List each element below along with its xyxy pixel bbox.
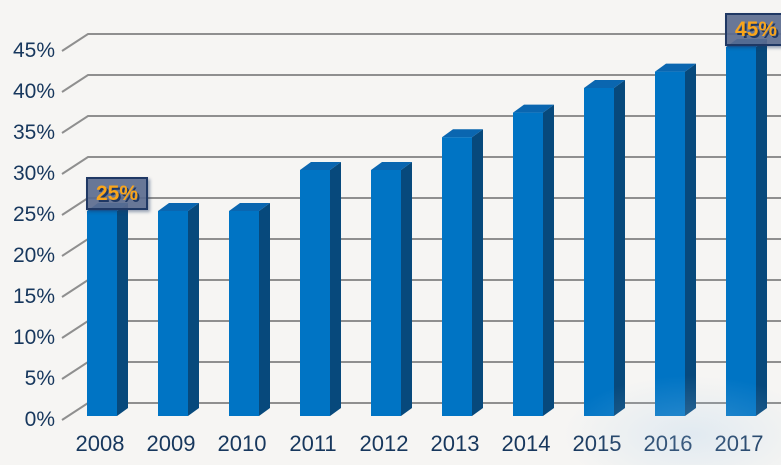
gridline: [61, 33, 781, 52]
x-tick-label: 2011: [289, 431, 337, 456]
bar-2011: [300, 162, 341, 416]
bar-side-face: [259, 203, 270, 416]
bar-2017: [726, 39, 767, 416]
bar-side-face: [614, 80, 625, 416]
bar-2015: [584, 80, 625, 416]
x-tick-label: 2017: [714, 431, 764, 456]
bar-2008: [87, 203, 128, 416]
bar-front-face: [87, 211, 117, 416]
y-tick-label: 45%: [12, 39, 55, 62]
bar-front-face: [300, 170, 330, 416]
bar-top-face: [584, 80, 625, 88]
bar-2009: [158, 203, 199, 416]
bar-2016: [655, 63, 696, 416]
bar-2013: [442, 129, 483, 416]
y-tick-label: 5%: [24, 367, 55, 390]
bar-side-face: [685, 63, 696, 416]
bar-top-face: [300, 162, 341, 170]
bar-side-face: [188, 203, 199, 416]
bar-front-face: [726, 47, 756, 416]
bar-top-face: [513, 104, 554, 113]
y-tick-label: 30%: [12, 162, 55, 185]
x-tick-label: 2009: [146, 431, 196, 456]
x-tick-label: 2016: [643, 431, 693, 456]
bar-front-face: [371, 170, 401, 416]
bar-side-face: [401, 162, 412, 416]
bar-2012: [371, 162, 412, 416]
bar-front-face: [229, 211, 259, 416]
bar-top-face: [655, 63, 696, 72]
bar-front-face: [442, 137, 472, 416]
bar-top-face: [371, 162, 412, 170]
data-label-callout: 45%: [725, 13, 781, 46]
y-tick-label: 35%: [12, 121, 55, 144]
bar-front-face: [158, 211, 188, 416]
x-tick-label: 2008: [75, 431, 125, 456]
bar-side-face: [543, 104, 554, 416]
bar-top-face: [229, 203, 270, 211]
x-tick-label: 2012: [359, 431, 409, 456]
data-label-callout: 25%: [86, 177, 148, 210]
y-tick-label: 25%: [12, 203, 55, 226]
x-tick-label: 2015: [572, 431, 622, 456]
bar-front-face: [513, 112, 543, 416]
bar-2014: [513, 104, 554, 416]
x-tick-label: 2014: [501, 431, 551, 456]
bar-front-face: [584, 88, 614, 416]
bar-2010: [229, 203, 270, 416]
y-tick-label: 20%: [12, 244, 55, 267]
bar-top-face: [158, 203, 199, 211]
x-tick-label: 2013: [430, 431, 480, 456]
y-tick-label: 15%: [12, 285, 55, 308]
y-tick-label: 40%: [12, 80, 55, 103]
gridline: [61, 74, 781, 93]
bar-side-face: [472, 129, 483, 416]
bar-top-face: [442, 129, 483, 138]
bar-side-face: [756, 39, 767, 416]
x-tick-label: 2010: [217, 431, 267, 456]
bar-front-face: [655, 71, 685, 416]
bar-side-face: [117, 203, 128, 416]
y-tick-label: 10%: [12, 326, 55, 349]
y-tick-label: 0%: [24, 408, 55, 431]
bar-side-face: [330, 162, 341, 416]
